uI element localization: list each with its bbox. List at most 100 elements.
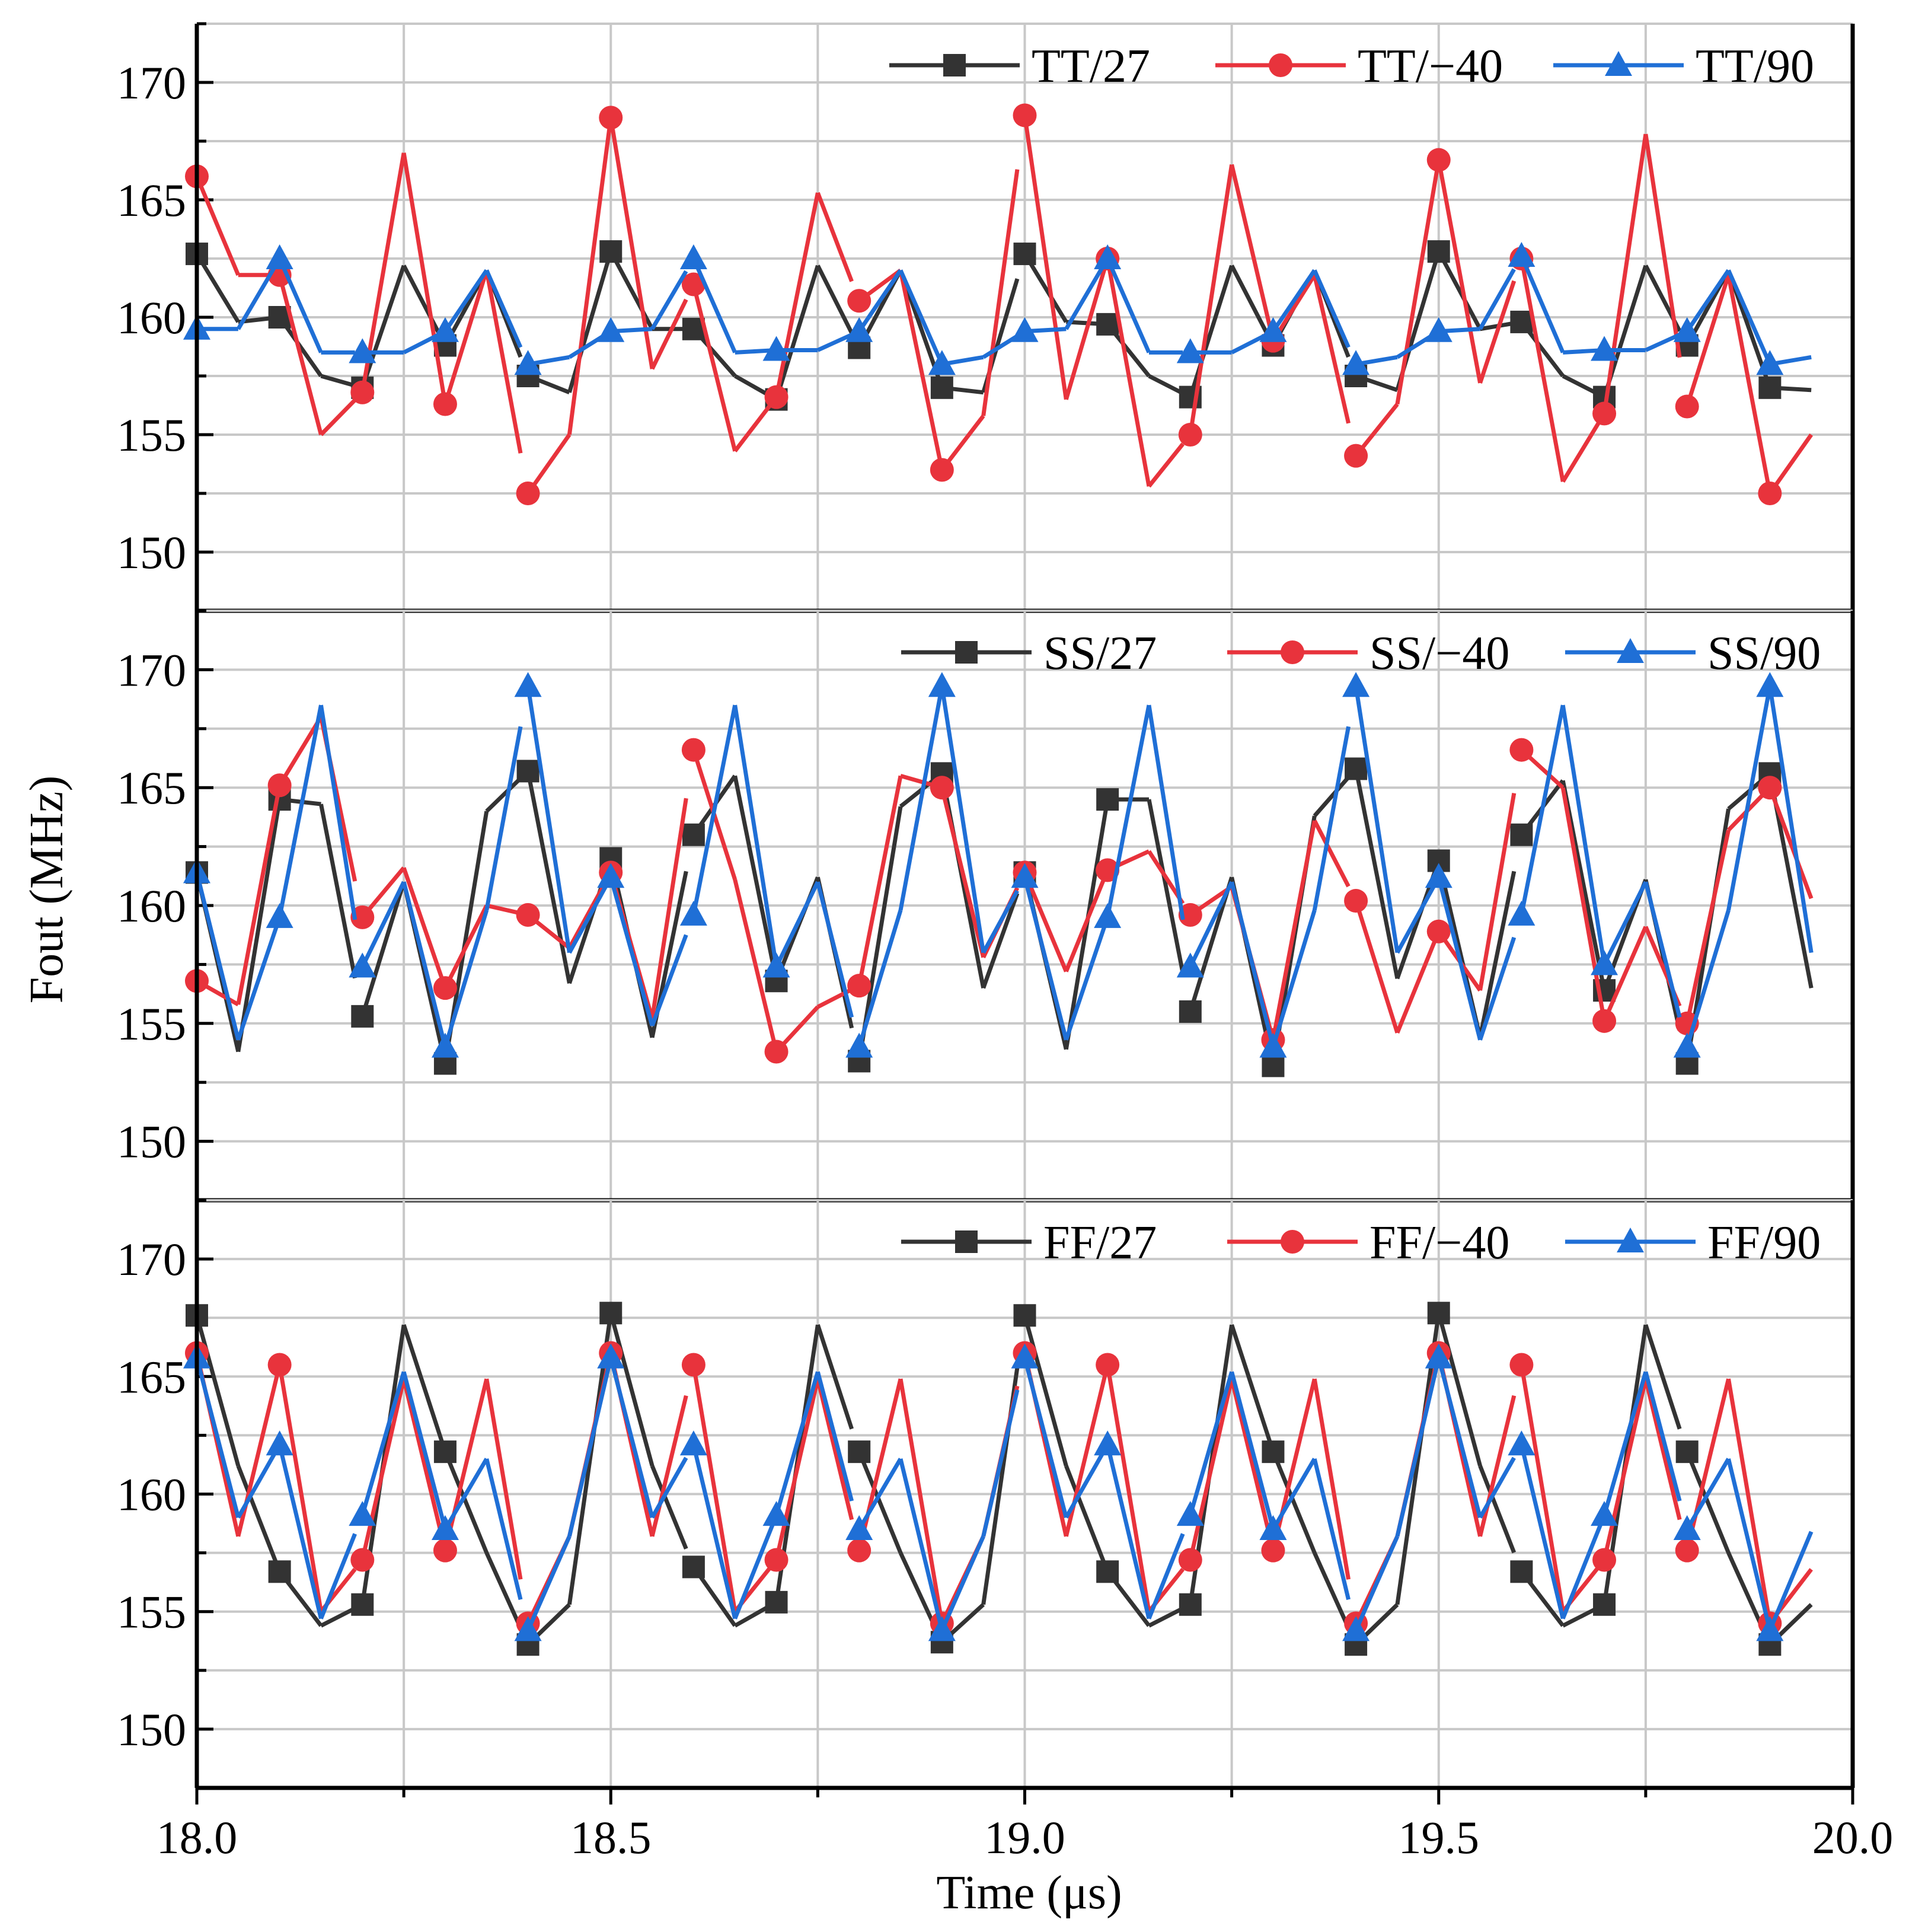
data-point: [847, 974, 871, 998]
data-point: [681, 738, 705, 762]
data-point: [1673, 1515, 1701, 1540]
data-point: [1591, 950, 1618, 975]
legend-marker: [943, 54, 966, 76]
data-point: [514, 350, 542, 375]
legend-label: SS/27: [1043, 627, 1157, 680]
data-point: [1508, 242, 1535, 267]
legend-label: TT/27: [1032, 40, 1150, 93]
data-point: [1592, 1548, 1617, 1572]
data-point: [1344, 889, 1368, 913]
data-point: [1510, 1560, 1533, 1583]
y-tick-label: 150: [117, 527, 186, 578]
data-point: [1013, 103, 1037, 127]
data-point: [514, 672, 542, 697]
panel-bottom: 150 155 160 165 170 FF/27 FF/−40 FF/90: [117, 1198, 1855, 1790]
data-point: [1509, 738, 1534, 762]
data-point: [1096, 1560, 1119, 1583]
y-tick-label: 170: [117, 57, 186, 109]
data-point: [349, 338, 376, 364]
legend-label: TT/−40: [1358, 40, 1503, 93]
data-point: [1756, 672, 1784, 697]
data-point: [267, 773, 292, 798]
data-point: [1756, 350, 1784, 375]
data-point: [1342, 672, 1370, 697]
legend-marker: [1605, 51, 1632, 76]
data-point: [764, 385, 788, 409]
data-point: [1094, 244, 1122, 269]
data-point: [1675, 1538, 1699, 1563]
series-line: [194, 1352, 1813, 1625]
data-point: [847, 289, 871, 313]
data-point: [1096, 313, 1119, 336]
panel-middle: 150 155 160 165 170 SS/27 SS/−40 SS/90: [117, 609, 1855, 1203]
legend-label: SS/−40: [1369, 627, 1509, 680]
data-point: [1673, 1032, 1701, 1058]
data-point: [1011, 317, 1039, 342]
data-point: [762, 1501, 790, 1526]
data-point: [1509, 1353, 1534, 1377]
data-point: [1178, 423, 1202, 447]
data-point: [1673, 317, 1701, 342]
data-point: [597, 863, 625, 888]
data-point: [1013, 243, 1036, 266]
data-point: [597, 1343, 625, 1369]
data-point: [1096, 1353, 1120, 1377]
data-point: [928, 672, 956, 697]
data-point: [433, 1440, 456, 1464]
data-point: [1425, 317, 1452, 342]
data-point: [1261, 1538, 1285, 1563]
data-point: [351, 1005, 374, 1028]
data-point: [1510, 823, 1533, 846]
data-point: [682, 823, 705, 846]
y-tick-label: 155: [117, 1586, 186, 1638]
data-point: [765, 1590, 788, 1614]
data-point: [847, 1538, 871, 1563]
series-line: [196, 716, 1814, 1053]
data-point: [514, 1616, 542, 1641]
data-point: [1259, 1515, 1287, 1540]
y-tick-label: 165: [117, 762, 186, 814]
data-point: [1259, 1032, 1287, 1058]
legend: FF/27 FF/−40 FF/90: [901, 1217, 1821, 1269]
data-point: [928, 350, 956, 375]
data-point: [930, 376, 953, 399]
data-point: [1758, 482, 1782, 505]
series-SS/90: [183, 672, 1814, 1058]
series-line: [194, 114, 1814, 495]
data-point: [1593, 1593, 1616, 1616]
data-point: [349, 1501, 376, 1526]
data-point: [1179, 1593, 1202, 1616]
data-point: [1427, 240, 1450, 263]
series-TT/27: [186, 240, 1812, 411]
data-point: [349, 952, 376, 978]
data-point: [1342, 1616, 1370, 1641]
data-point: [1094, 903, 1122, 928]
data-point: [431, 317, 459, 342]
legend-marker: [955, 641, 978, 664]
data-point: [266, 1430, 293, 1456]
data-point: [1592, 1009, 1617, 1033]
legend-marker: [1281, 640, 1304, 664]
data-point: [1758, 376, 1782, 399]
legend: SS/27 SS/−40 SS/90: [901, 627, 1821, 680]
data-point: [1758, 776, 1782, 800]
legend-marker: [1281, 1230, 1304, 1254]
data-point: [1176, 952, 1204, 978]
y-tick-label: 155: [117, 409, 186, 461]
data-point: [928, 1616, 956, 1641]
series-line: [194, 1357, 1814, 1631]
x-tick-label: 18.5: [570, 1812, 652, 1863]
series-TT/−40: [185, 103, 1814, 505]
data-point: [597, 317, 625, 342]
data-point: [1591, 1501, 1618, 1526]
data-point: [762, 952, 790, 978]
data-point: [350, 380, 375, 404]
data-point: [599, 1302, 622, 1325]
data-point: [516, 482, 540, 505]
y-tick-label: 155: [117, 998, 186, 1050]
data-point: [679, 244, 707, 269]
data-point: [516, 760, 539, 783]
data-point: [764, 1040, 788, 1064]
data-point: [1425, 1343, 1452, 1369]
